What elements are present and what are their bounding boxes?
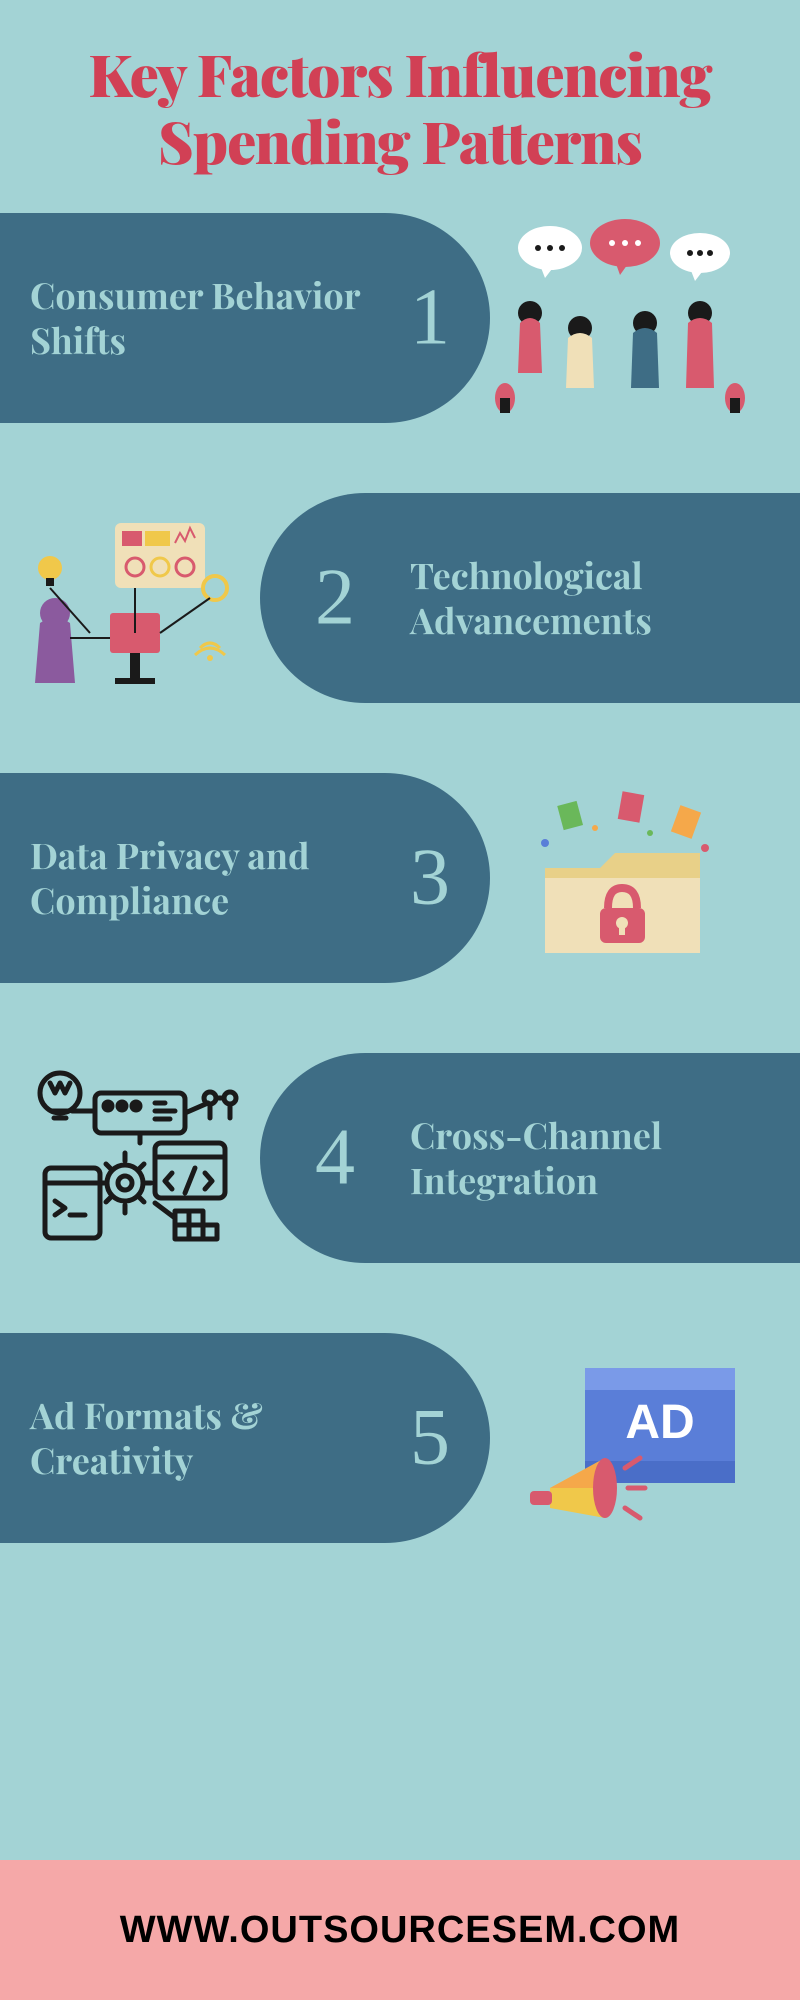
factor-1-label: Consumer Behavior Shifts (30, 273, 380, 363)
factor-5-pill: Ad Formats & Creativity 5 (0, 1333, 490, 1543)
svg-text:AD: AD (625, 1396, 694, 1449)
factor-2-row: 2 Technological Advancements (0, 483, 800, 713)
factor-3-number: 3 (410, 833, 450, 924)
factor-2-label: Technological Advancements (410, 553, 770, 643)
factor-4-number: 4 (315, 1113, 355, 1204)
factor-2-number: 2 (315, 553, 355, 644)
factor-5-row: Ad Formats & Creativity 5 AD (0, 1323, 800, 1553)
folder-lock-icon (490, 773, 750, 983)
factor-2-pill: 2 Technological Advancements (260, 493, 800, 703)
factor-3-label: Data Privacy and Compliance (30, 833, 380, 923)
factor-3-row: Data Privacy and Compliance 3 (0, 763, 800, 993)
factor-5-label: Ad Formats & Creativity (30, 1393, 380, 1483)
factor-1-row: Consumer Behavior Shifts 1 (0, 203, 800, 433)
factor-1-number: 1 (410, 273, 450, 364)
factor-4-row: 4 Cross-Channel Integration (0, 1043, 800, 1273)
factor-5-number: 5 (410, 1393, 450, 1484)
factor-4-label: Cross-Channel Integration (410, 1113, 770, 1203)
ad-megaphone-icon: AD (490, 1333, 750, 1543)
dev-integration-icon (0, 1053, 260, 1263)
people-chat-icon (490, 213, 750, 423)
page-title: Key Factors Influencing Spending Pattern… (0, 0, 800, 203)
footer-url: WWW.OUTSOURCESEM.COM (0, 1860, 800, 2000)
tech-desk-icon (0, 493, 260, 703)
factor-3-pill: Data Privacy and Compliance 3 (0, 773, 490, 983)
factor-1-pill: Consumer Behavior Shifts 1 (0, 213, 490, 423)
factor-4-pill: 4 Cross-Channel Integration (260, 1053, 800, 1263)
